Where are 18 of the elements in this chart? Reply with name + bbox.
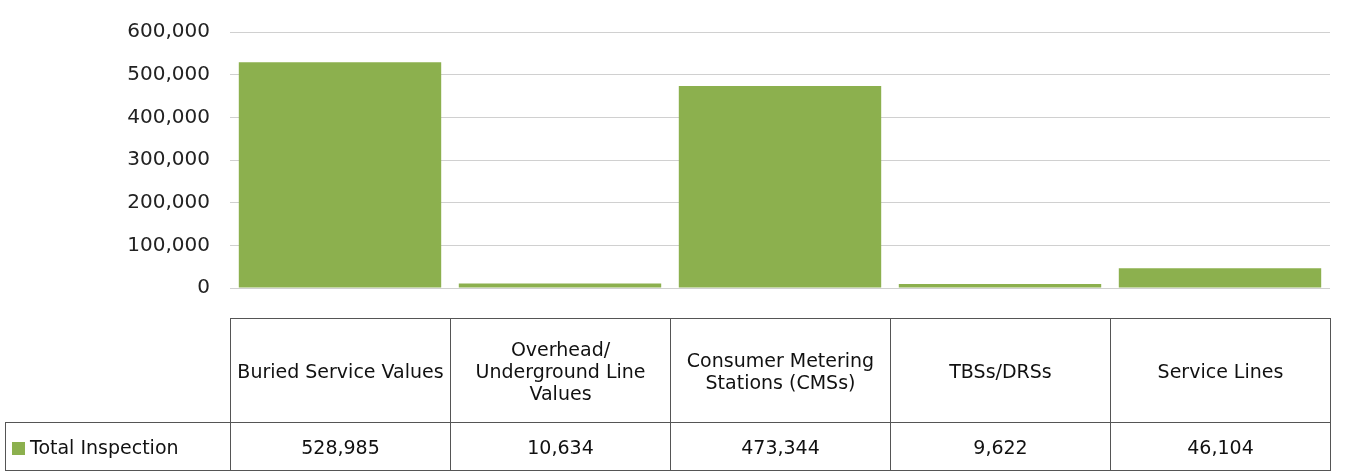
legend-label: Total Inspection: [5, 422, 231, 471]
x-tick-label: Service Lines: [1110, 318, 1331, 423]
y-tick-label: 300,000: [127, 146, 210, 171]
x-tick-label: Overhead/ Underground Line Values: [450, 318, 671, 423]
data-label: 9,622: [890, 422, 1111, 471]
data-label: 46,104: [1110, 422, 1331, 471]
x-tick-label: Consumer Metering Stations (CMSs): [670, 318, 891, 423]
x-tick-label: TBSs/DRSs: [890, 318, 1111, 423]
data-label: 528,985: [230, 422, 451, 471]
y-tick-label: 200,000: [127, 188, 210, 213]
x-tick-label: Buried Service Values: [230, 318, 451, 423]
data-label: 473,344: [670, 422, 891, 471]
data-label: 10,634: [450, 422, 671, 471]
y-tick-label: 100,000: [127, 231, 210, 256]
y-tick-label: 0: [197, 274, 210, 299]
y-tick-label: 400,000: [127, 103, 210, 128]
y-tick-label: 500,000: [127, 60, 210, 85]
y-tick-label: 600,000: [127, 18, 210, 43]
